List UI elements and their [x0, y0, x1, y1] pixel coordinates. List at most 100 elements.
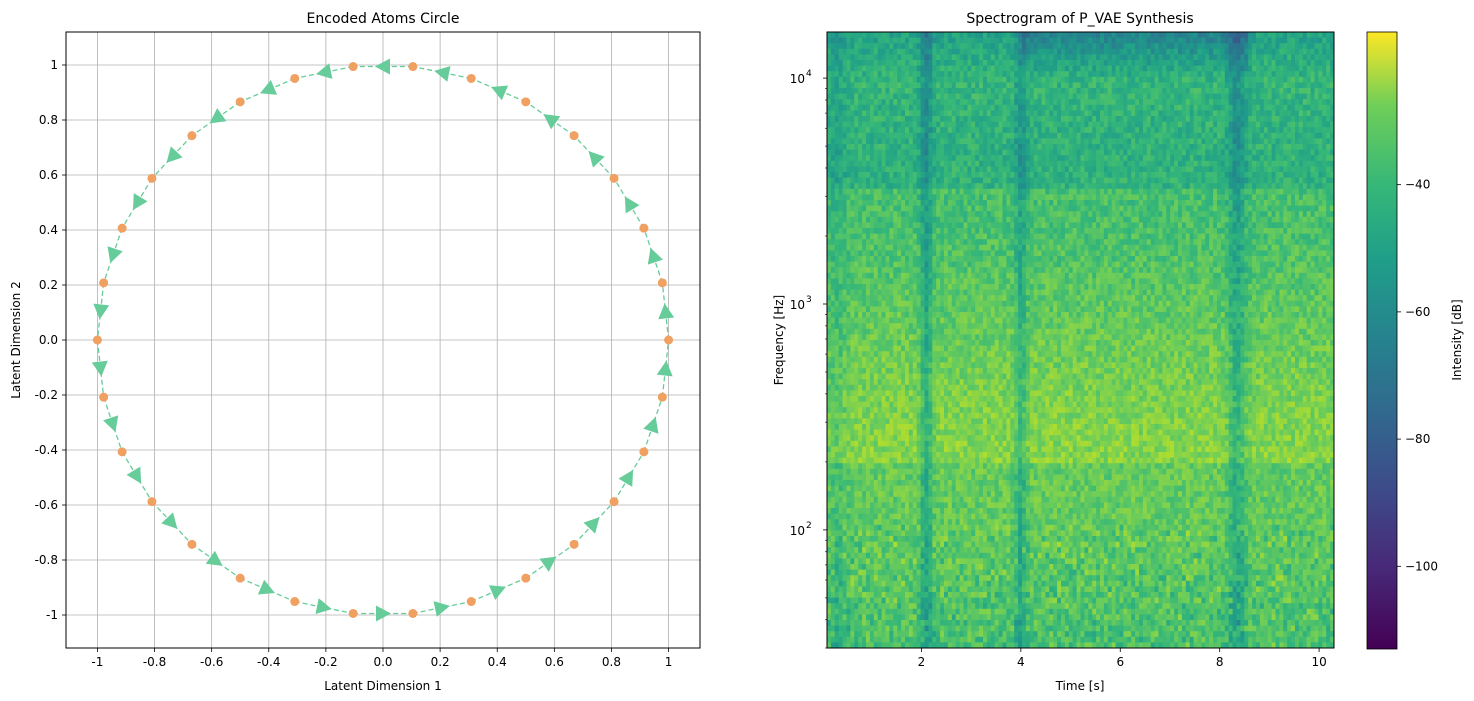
spectrogram-cell: [959, 401, 965, 408]
spectrogram-cell: [862, 116, 867, 123]
spectrogram-cell: [963, 524, 968, 531]
spectrogram-cell: [975, 362, 980, 369]
spectrogram-cell: [924, 485, 929, 492]
spectrogram-cell: [947, 60, 953, 67]
spectrogram-cell: [885, 440, 890, 447]
spectrogram-cell: [858, 547, 863, 554]
spectrogram-cell: [947, 82, 953, 89]
spectrogram-cell: [873, 250, 879, 257]
spectrogram-cell: [881, 239, 887, 246]
spectrogram-cell: [827, 468, 832, 475]
spectrogram-cell: [940, 93, 945, 100]
spectrogram-cell: [959, 564, 965, 571]
spectrogram-cell: [889, 642, 894, 648]
spectrogram-cell: [967, 289, 972, 296]
spectrogram-cell: [951, 435, 957, 442]
spectrogram-cell: [881, 138, 887, 145]
spectrogram-cell: [986, 536, 992, 543]
spectrogram-cell: [967, 547, 972, 554]
spectrogram-cell: [963, 631, 968, 638]
spectrogram-cell: [967, 603, 972, 610]
spectrogram-cell: [928, 608, 933, 615]
spectrogram-cell: [834, 60, 840, 67]
spectrogram-cell: [905, 93, 910, 100]
spectrogram-cell: [975, 513, 980, 520]
spectrogram-cell: [936, 552, 941, 559]
spectrogram-cell: [951, 155, 957, 162]
spectrogram-cell: [877, 368, 883, 375]
spectrogram-cell: [854, 256, 859, 263]
spectrogram-cell: [912, 205, 918, 212]
spectrogram-cell: [877, 222, 883, 229]
spectrogram-cell: [936, 586, 941, 593]
x-tick-label: 1: [665, 655, 673, 669]
spectrogram-cell: [889, 82, 894, 89]
spectrogram-cell: [893, 418, 898, 425]
spectrogram-cell: [936, 261, 941, 268]
spectrogram-cell: [830, 485, 836, 492]
spectrogram-cell: [877, 485, 883, 492]
spectrogram-cell: [869, 356, 875, 363]
spectrogram-cell: [827, 513, 832, 520]
spectrogram-cell: [940, 362, 945, 369]
spectrogram-cell: [908, 82, 914, 89]
spectrogram-cell: [983, 295, 988, 302]
spectrogram-cell: [893, 384, 898, 391]
spectrogram-cell: [889, 172, 894, 179]
spectrogram-cell: [924, 412, 929, 419]
spectrogram-cell: [932, 625, 937, 632]
spectrogram-cell: [951, 160, 957, 167]
spectrogram-cell: [920, 452, 926, 459]
spectrogram-cell: [834, 396, 840, 403]
spectrogram-cell: [901, 54, 906, 61]
spectrogram-cell: [877, 205, 883, 212]
spectrogram-cell: [842, 446, 848, 453]
spectrogram-cell: [947, 116, 953, 123]
spectrogram-cell: [834, 379, 840, 386]
spectrogram-cell: [893, 228, 898, 235]
spectrogram-cell: [834, 502, 840, 509]
spectrogram-cell: [940, 552, 945, 559]
spectrogram-cell: [944, 558, 949, 565]
spectrogram-cell: [889, 536, 894, 543]
spectrogram-cell: [975, 468, 980, 475]
spectrogram-cell: [881, 82, 887, 89]
spectrogram-cell: [897, 194, 902, 201]
spectrogram-cell: [975, 239, 980, 246]
spectrogram-cell: [866, 463, 871, 470]
spectrogram-cell: [983, 121, 988, 128]
spectrogram-cell: [846, 200, 851, 207]
spectrogram-cell: [990, 340, 996, 347]
spectrogram-cell: [983, 155, 988, 162]
spectrogram-cell: [951, 312, 957, 319]
spectrogram-cell: [877, 379, 883, 386]
spectrogram-cell: [936, 558, 941, 565]
spectrogram-cell: [858, 93, 863, 100]
spectrogram-cell: [983, 32, 988, 39]
spectrogram-cell: [873, 222, 879, 229]
spectrogram-cell: [975, 272, 980, 279]
spectrogram-cell: [905, 188, 910, 195]
spectrogram-cell: [850, 43, 855, 50]
spectrogram-cell: [889, 166, 894, 173]
spectrogram-cell: [994, 149, 1000, 156]
spectrogram-cell: [979, 138, 984, 145]
spectrogram-cell: [827, 284, 832, 291]
spectrogram-cell: [905, 306, 910, 313]
spectrogram-cell: [967, 334, 972, 341]
spectrogram-cell: [979, 82, 984, 89]
spectrogram-cell: [990, 228, 996, 235]
spectrogram-cell: [951, 345, 957, 352]
spectrogram-cell: [990, 496, 996, 503]
spectrogram-cell: [963, 379, 968, 386]
spectrogram-cell: [881, 60, 887, 67]
spectrogram-cell: [869, 244, 875, 251]
spectrogram-cell: [932, 384, 937, 391]
spectrogram-cell: [975, 48, 980, 55]
spectrogram-cell: [897, 552, 902, 559]
spectrogram-cell: [990, 424, 996, 431]
spectrogram-cell: [920, 474, 926, 481]
spectrogram-cell: [920, 480, 926, 487]
spectrogram-cell: [916, 446, 922, 453]
spectrogram-cell: [975, 580, 980, 587]
